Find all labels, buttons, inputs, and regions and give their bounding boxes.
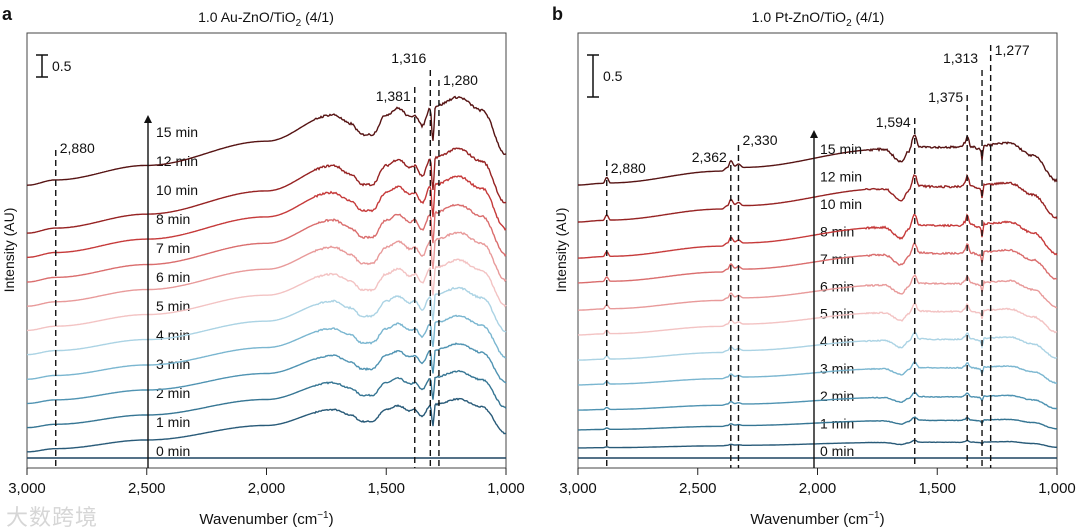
scale-bar: 0.5 [587,54,623,98]
series-label: 10 min [820,196,862,212]
series-line-7-min [27,231,507,307]
arrow-head-icon [144,115,152,123]
x-tick-label: 3,000 [8,480,46,497]
peak-label: 1,313 [943,50,978,66]
x-axis-label: Wavenumber (cm−1) [199,510,333,528]
title-tail: (4/1) [852,9,885,25]
series-label: 8 min [156,211,190,227]
chart-title: 1.0 Au-ZnO/TiO2 (4/1) [198,9,334,29]
series-line-6-min [578,302,1058,336]
series-line-8-min [27,203,507,283]
peak-label: 2,362 [692,149,727,165]
x-label-text: Wavenumber (cm [750,511,868,528]
scale-bar-label: 0.5 [603,68,623,84]
series-line-4-min [578,361,1057,386]
series-label: 2 min [820,388,854,404]
x-label-sup: −1 [317,510,329,521]
arrow-head-icon [810,130,818,138]
peak-label: 1,594 [876,114,911,130]
series-line-2-min [27,369,507,429]
chart-title: 1.0 Pt-ZnO/TiO2 (4/1) [752,9,885,29]
x-label-sup: −1 [868,510,880,521]
series-label: 5 min [156,298,190,314]
x-tick-label: 2,500 [679,480,717,497]
panel-b: b 1.0 Pt-ZnO/TiO2 (4/1) 3,000 2,500 2,000 1,5… [552,4,1076,528]
x-tick-label: 1,000 [487,480,525,497]
x-label-tail: ) [880,511,885,528]
x-tick-label: 2,000 [248,480,286,497]
panel-letter: b [552,4,563,24]
series-label: 1 min [156,414,190,430]
series-label: 3 min [820,361,854,377]
title-subscript: 2 [846,18,852,29]
series-label: 15 min [820,141,862,157]
y-axis-label: Intensity (AU) [1,208,17,293]
x-tick-label: 3,000 [559,480,597,497]
x-tick-label: 2,500 [128,480,166,497]
series-label: 4 min [820,333,854,349]
title-main: 1.0 Au-ZnO/TiO [198,9,296,25]
peak-label: 2,880 [60,140,95,156]
series-line-1-min [578,439,1058,449]
series-label: 12 min [156,153,198,169]
series-line-15-min [578,134,1058,186]
title-main: 1.0 Pt-ZnO/TiO [752,9,847,25]
series-line-3-min [27,342,507,405]
title-tail: (4/1) [301,9,334,25]
series-label: 0 min [156,443,190,459]
series-line-15-min [27,95,507,186]
series-label: 0 min [820,443,854,459]
series-line-12-min [26,147,507,234]
series-line-5-min [578,331,1058,361]
series-line-5-min [27,286,507,356]
series-line-8-min [578,242,1057,284]
x-tick-label: 1,500 [367,480,405,497]
series-line-12-min [578,173,1058,223]
series-line-2-min [578,416,1058,431]
series-line-4-min [27,314,507,380]
series-line-10-min [578,213,1058,259]
series-label: 6 min [156,269,190,285]
series-label: 5 min [820,306,854,322]
series-label: 6 min [820,278,854,294]
series-label: 3 min [156,356,190,372]
series-label: 7 min [156,240,190,256]
peak-label: 1,375 [928,89,963,105]
watermark: 大数跨境 [6,506,99,531]
series-line-7-min [578,274,1058,311]
series-label: 1 min [820,416,854,432]
peak-label: 1,381 [376,88,411,104]
x-label-text: Wavenumber (cm [199,511,317,528]
series-line-3-min [578,392,1058,411]
scale-bar-label: 0.5 [52,58,72,74]
peak-label: 2,330 [742,132,777,148]
series-label: 10 min [156,182,198,198]
series-line-6-min [27,258,507,332]
series-line-1-min [27,397,507,453]
series-label: 15 min [156,124,198,140]
panel-a: a 1.0 Au-ZnO/TiO2 (4/1) 3,000 2,500 2,000 1,5… [1,4,525,528]
peak-label: 2,880 [611,160,646,176]
x-label-tail: ) [329,511,334,528]
panel-letter: a [2,4,13,24]
x-tick-label: 2,000 [799,480,837,497]
series-label: 12 min [820,168,862,184]
scale-bar: 0.5 [36,54,72,78]
series-line-10-min [26,175,507,259]
peak-label: 1,277 [995,42,1030,58]
peak-label: 1,280 [443,72,478,88]
x-tick-label: 1,500 [918,480,956,497]
peak-label: 1,316 [391,50,426,66]
x-axis-label: Wavenumber (cm−1) [750,510,884,528]
y-axis-label: Intensity (AU) [553,208,569,293]
title-subscript: 2 [296,18,302,29]
x-tick-label: 1,000 [1038,480,1076,497]
